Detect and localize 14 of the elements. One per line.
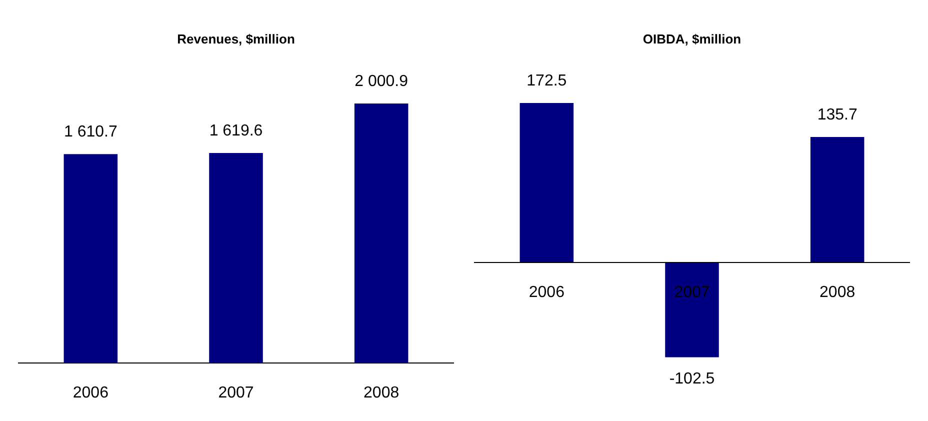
data-label: 2 000.9 bbox=[354, 72, 408, 90]
x-tick-label: 2007 bbox=[674, 284, 710, 301]
x-tick-label: 2006 bbox=[528, 284, 565, 301]
data-label: 135.7 bbox=[817, 106, 858, 124]
chart-title: OIBDA, $million bbox=[642, 31, 742, 46]
data-label: 1 619.6 bbox=[209, 122, 263, 140]
data-label: -102.5 bbox=[669, 370, 715, 388]
data-label: 1 610.7 bbox=[64, 124, 118, 141]
data-label: 172.5 bbox=[526, 72, 567, 90]
x-tick-label: 2008 bbox=[820, 284, 856, 301]
x-tick-label: 2006 bbox=[72, 384, 109, 402]
x-tick-label: 2008 bbox=[364, 384, 400, 402]
chart-title: Revenues, $million bbox=[177, 31, 295, 46]
x-tick-label: 2007 bbox=[218, 384, 254, 402]
